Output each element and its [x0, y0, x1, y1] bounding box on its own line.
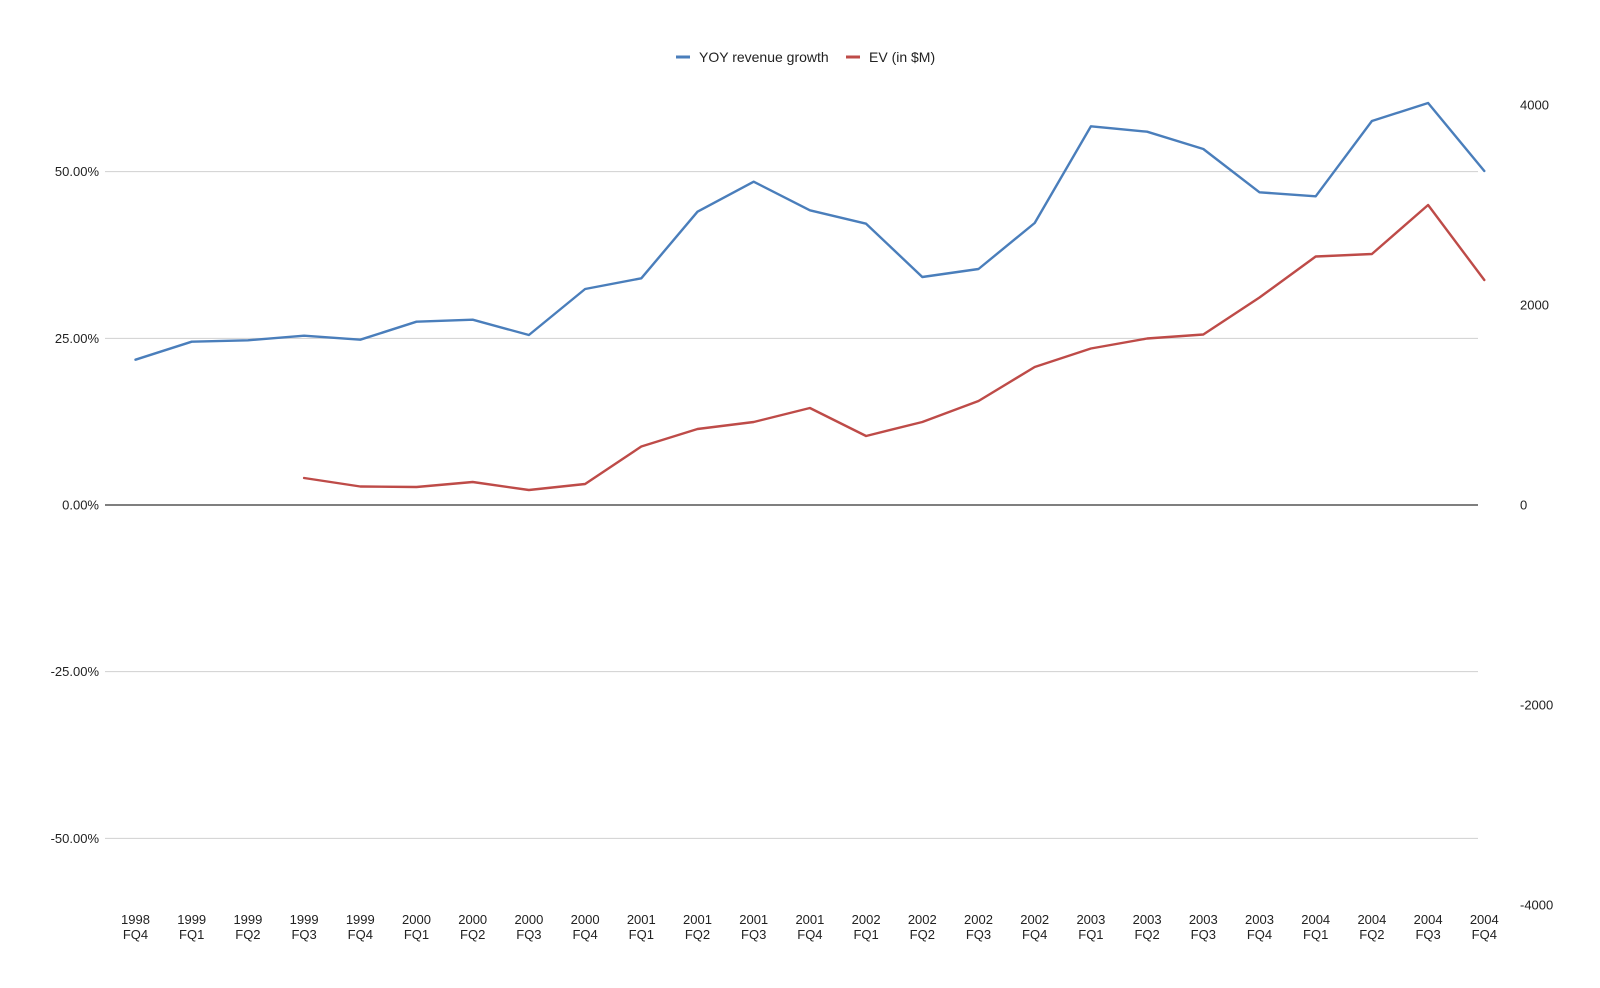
x-tick-label: 2001 FQ2	[683, 912, 712, 942]
x-tick-year: 2003	[1133, 912, 1162, 927]
x-tick-year: 2001	[739, 912, 768, 927]
x-tick-year: 2003	[1076, 912, 1105, 927]
x-tick-year: 2002	[964, 912, 993, 927]
legend-label: YOY revenue growth	[699, 49, 829, 65]
left-tick-label: 0.00%	[62, 498, 99, 513]
x-tick-quarter: FQ1	[1078, 927, 1103, 942]
x-tick-label: 2003 FQ2	[1133, 912, 1162, 942]
left-tick-label: -25.00%	[51, 664, 100, 679]
x-tick-quarter: FQ3	[1415, 927, 1440, 942]
x-tick-quarter: FQ2	[460, 927, 485, 942]
left-tick-label: -50.00%	[51, 831, 100, 846]
right-axis-ticks: -4000 -2000 0 2000 4000	[1520, 98, 1553, 913]
x-tick-quarter: FQ4	[123, 927, 148, 942]
x-tick-quarter: FQ3	[516, 927, 541, 942]
right-tick-label: 0	[1520, 498, 1527, 513]
x-tick-year: 2004	[1301, 912, 1330, 927]
x-tick-quarter: FQ1	[1303, 927, 1328, 942]
x-tick-label: 2002 FQ3	[964, 912, 993, 942]
x-tick-year: 2000	[402, 912, 431, 927]
x-tick-label: 2000 FQ4	[571, 912, 600, 942]
x-tick-quarter: FQ2	[685, 927, 710, 942]
x-tick-label: 1998 FQ4	[121, 912, 150, 942]
x-tick-label: 2003 FQ4	[1245, 912, 1274, 942]
x-tick-year: 2004	[1414, 912, 1443, 927]
x-tick-year: 2001	[683, 912, 712, 927]
x-tick-quarter: FQ3	[1191, 927, 1216, 942]
x-tick-label: 2003 FQ1	[1076, 912, 1105, 942]
left-tick-label: 50.00%	[55, 164, 100, 179]
x-tick-label: 2004 FQ2	[1357, 912, 1386, 942]
x-tick-label: 1999 FQ2	[233, 912, 262, 942]
x-tick-quarter: FQ1	[179, 927, 204, 942]
x-tick-year: 2000	[514, 912, 543, 927]
x-tick-quarter: FQ1	[629, 927, 654, 942]
x-tick-year: 2003	[1245, 912, 1274, 927]
x-tick-quarter: FQ4	[1472, 927, 1497, 942]
x-tick-label: 2004 FQ3	[1414, 912, 1443, 942]
x-tick-label: 2000 FQ1	[402, 912, 431, 942]
x-tick-year: 2000	[458, 912, 487, 927]
x-tick-quarter: FQ1	[853, 927, 878, 942]
x-tick-year: 1999	[346, 912, 375, 927]
x-tick-quarter: FQ4	[797, 927, 822, 942]
x-tick-year: 1999	[233, 912, 262, 927]
x-tick-year: 2003	[1189, 912, 1218, 927]
x-tick-quarter: FQ2	[910, 927, 935, 942]
x-tick-quarter: FQ3	[966, 927, 991, 942]
series-lines	[134, 101, 1486, 492]
x-tick-quarter: FQ4	[1022, 927, 1047, 942]
x-tick-quarter: FQ1	[404, 927, 429, 942]
right-tick-label: -4000	[1520, 898, 1553, 913]
x-tick-year: 2002	[1020, 912, 1049, 927]
x-tick-label: 1999 FQ1	[177, 912, 206, 942]
legend: YOY revenue growth EV (in $M)	[676, 49, 935, 65]
x-tick-label: 2002 FQ1	[852, 912, 881, 942]
x-tick-label: 2004 FQ4	[1470, 912, 1499, 942]
x-tick-label: 2002 FQ4	[1020, 912, 1049, 942]
x-tick-quarter: FQ2	[1134, 927, 1159, 942]
x-tick-label: 2003 FQ3	[1189, 912, 1218, 942]
x-tick-quarter: FQ2	[1359, 927, 1384, 942]
x-tick-label: 2004 FQ1	[1301, 912, 1330, 942]
x-tick-year: 2002	[852, 912, 881, 927]
series-line-ev	[302, 203, 1486, 492]
x-tick-year: 2004	[1470, 912, 1499, 927]
gridlines	[105, 171, 1478, 839]
x-tick-quarter: FQ4	[348, 927, 373, 942]
x-tick-year: 1999	[177, 912, 206, 927]
x-tick-year: 2002	[908, 912, 937, 927]
x-tick-quarter: FQ3	[741, 927, 766, 942]
x-tick-quarter: FQ2	[235, 927, 260, 942]
x-tick-year: 1998	[121, 912, 150, 927]
x-tick-label: 2001 FQ1	[627, 912, 656, 942]
right-tick-label: 2000	[1520, 298, 1549, 313]
x-tick-label: 2001 FQ4	[795, 912, 824, 942]
right-tick-label: -2000	[1520, 698, 1553, 713]
x-tick-year: 1999	[290, 912, 319, 927]
x-tick-year: 2001	[795, 912, 824, 927]
x-tick-year: 2000	[571, 912, 600, 927]
legend-label: EV (in $M)	[869, 49, 935, 65]
x-tick-label: 1999 FQ3	[290, 912, 319, 942]
x-tick-label: 1999 FQ4	[346, 912, 375, 942]
series-line-yoy-revenue-growth	[134, 101, 1486, 361]
left-tick-label: 25.00%	[55, 331, 100, 346]
x-tick-year: 2004	[1357, 912, 1386, 927]
x-tick-label: 2002 FQ2	[908, 912, 937, 942]
x-tick-quarter: FQ3	[291, 927, 316, 942]
x-tick-label: 2000 FQ3	[514, 912, 543, 942]
x-tick-year: 2001	[627, 912, 656, 927]
right-tick-label: 4000	[1520, 98, 1549, 113]
x-tick-quarter: FQ4	[1247, 927, 1272, 942]
left-axis-ticks: -50.00% -25.00% 0.00% 25.00% 50.00%	[51, 164, 100, 846]
x-tick-label: 2000 FQ2	[458, 912, 487, 942]
x-tick-quarter: FQ4	[572, 927, 597, 942]
x-tick-label: 2001 FQ3	[739, 912, 768, 942]
